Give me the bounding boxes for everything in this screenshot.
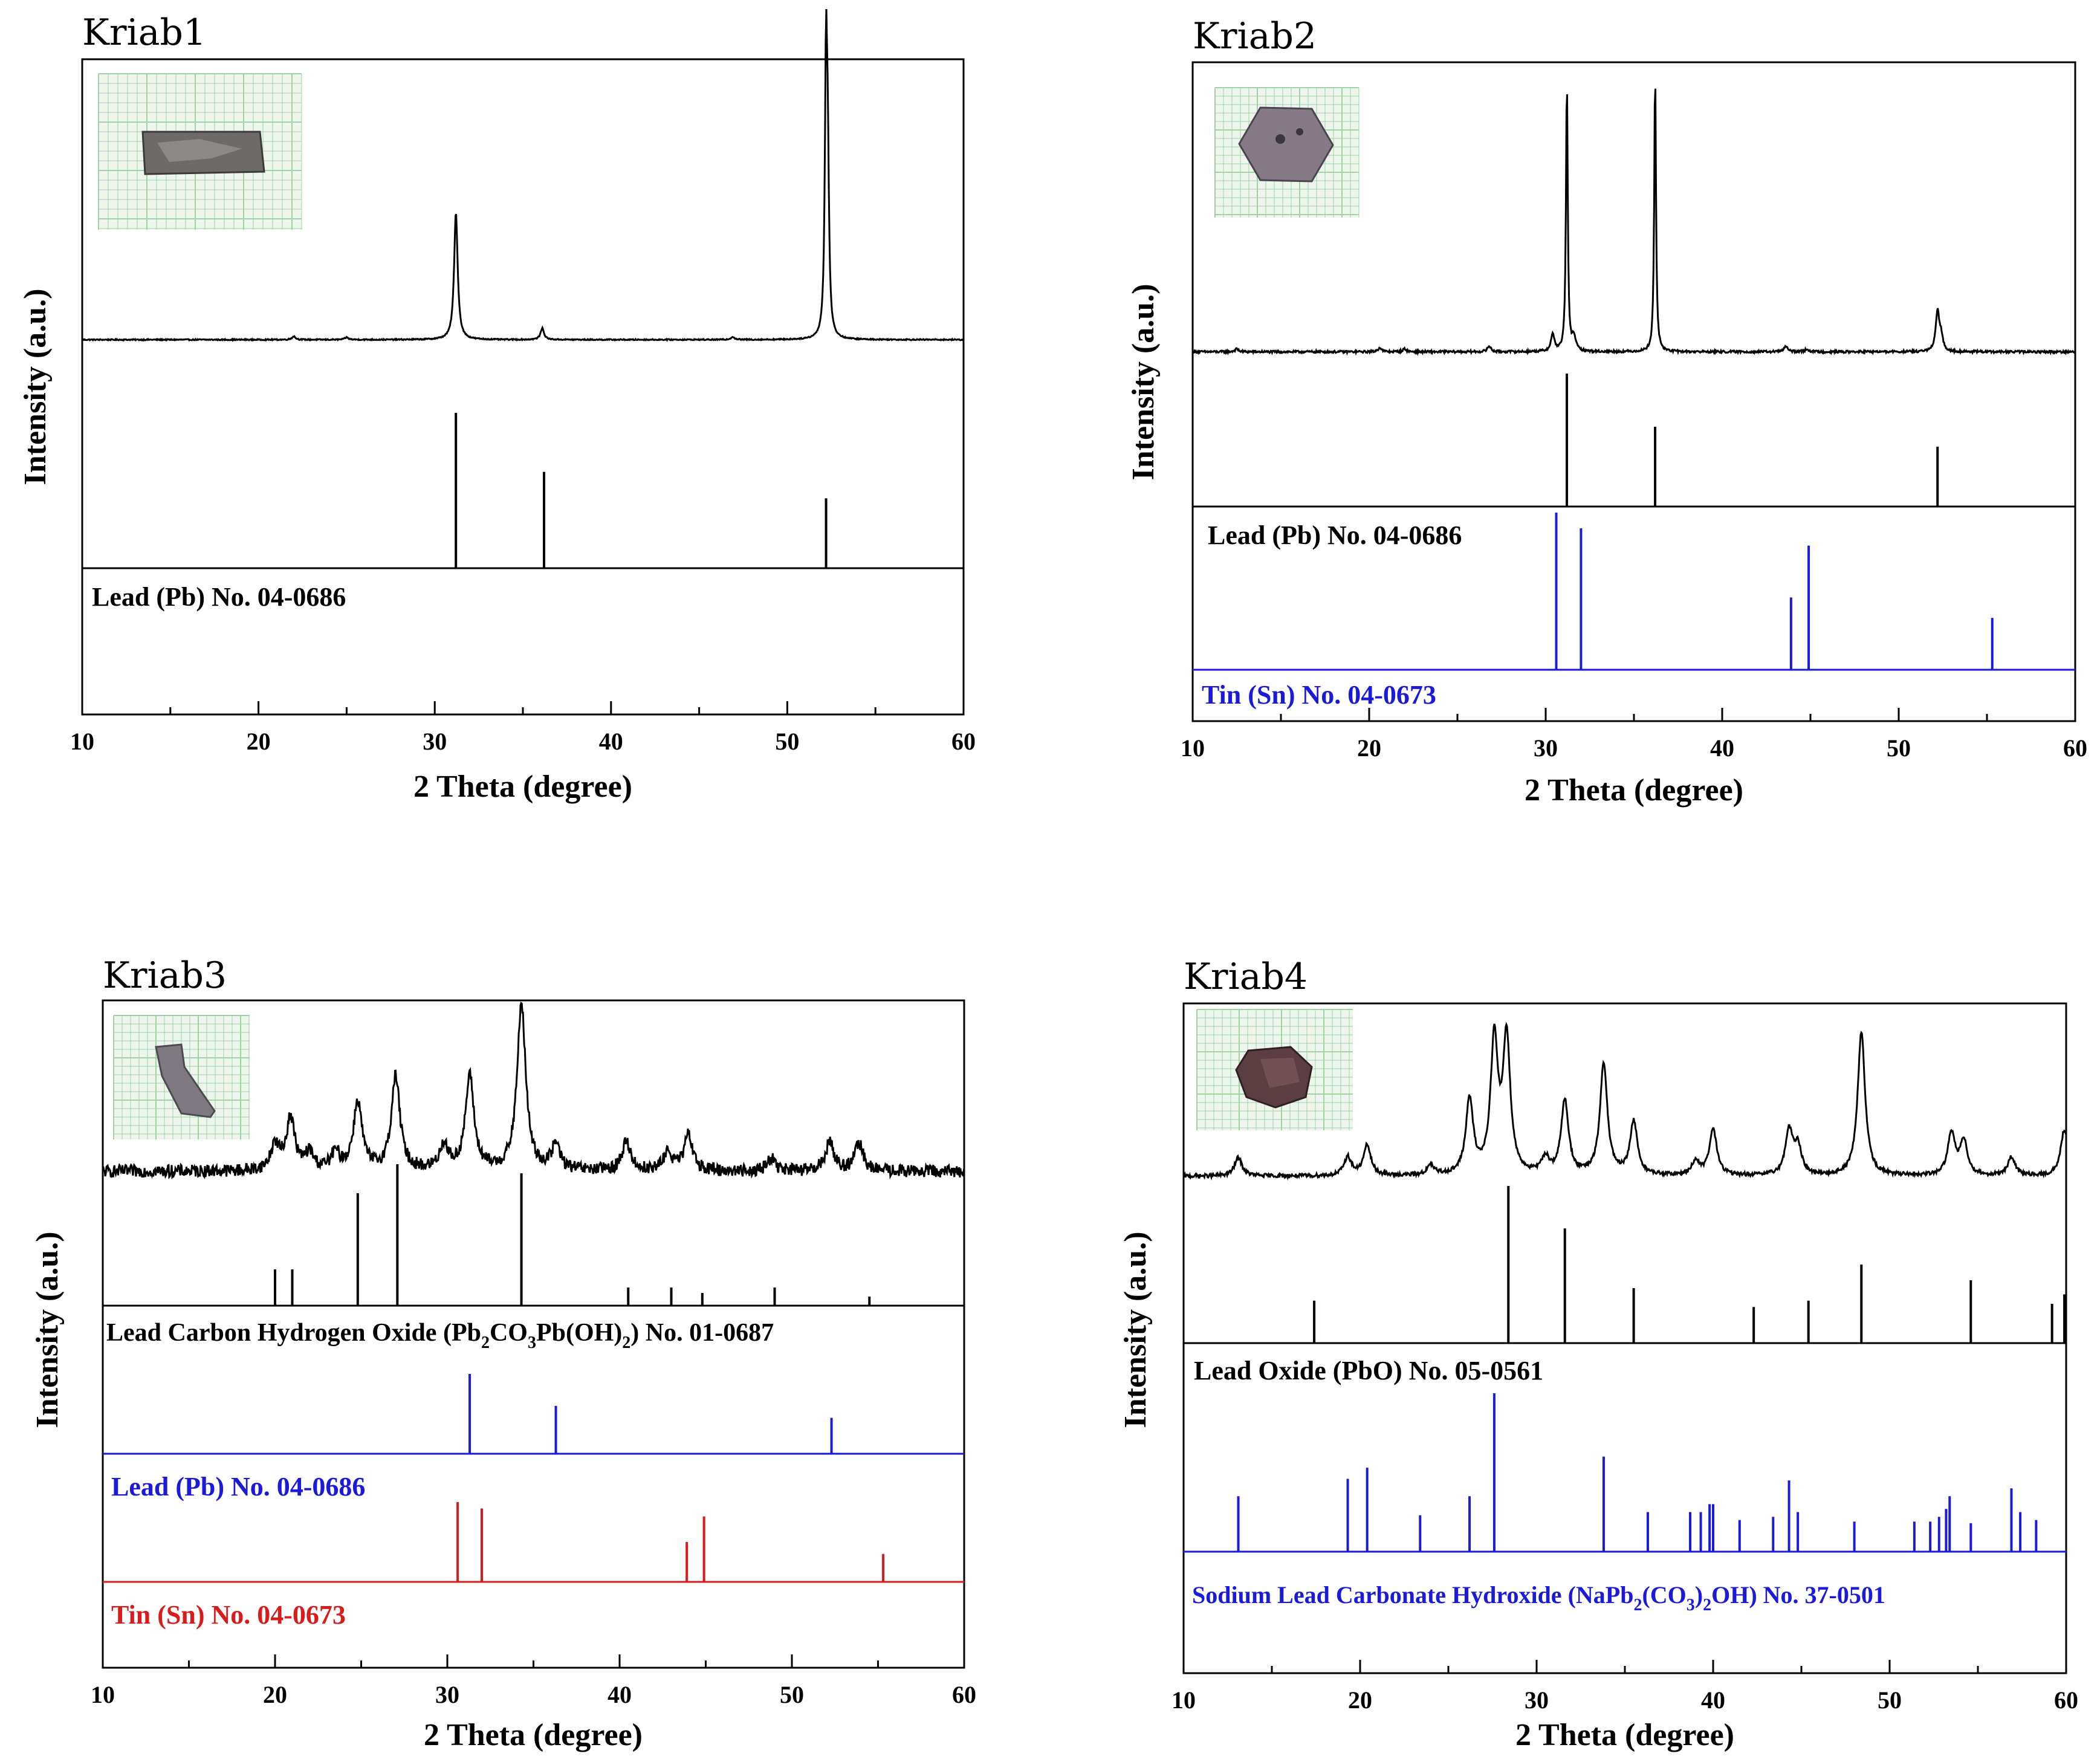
sample-photo — [1238, 106, 1334, 183]
sample-photo-inset — [1196, 1009, 1353, 1130]
sample-photo — [155, 1043, 216, 1118]
x-axis-label: 2 Theta (degree) — [424, 1718, 643, 1752]
x-tick-label: 10 — [1172, 1686, 1196, 1714]
x-tick-label: 50 — [1878, 1686, 1902, 1714]
x-tick-label: 40 — [1701, 1686, 1725, 1714]
panel-title: Kriab3 — [103, 954, 227, 997]
subscript: 3 — [528, 1333, 536, 1352]
sample-pit — [1296, 128, 1303, 135]
reference-label-pbo: Lead Oxide (PbO) No. 05-0561 — [1194, 1356, 1543, 1385]
sample-sheen — [157, 139, 242, 162]
x-tick-label: 60 — [951, 728, 976, 755]
reference-bars-pb — [468, 1374, 833, 1454]
reference-label-pb: Lead (Pb) No. 04-0686 — [1208, 520, 1462, 550]
x-axis: 10 20 30 40 50 60 — [1181, 708, 2087, 762]
panel-title: Kriab4 — [1184, 956, 1308, 998]
y-axis-label: Intensity (a.u.) — [18, 288, 53, 485]
subscript: 2 — [1633, 1596, 1642, 1615]
y-axis-label: Intensity (a.u.) — [1118, 1231, 1153, 1428]
x-tick-label: 30 — [423, 728, 447, 755]
label-segment: (CO — [1642, 1581, 1686, 1608]
subscript: 3 — [1687, 1596, 1695, 1615]
xrd-pattern — [81, 8, 964, 342]
label-segment: Pb(OH) — [536, 1319, 622, 1347]
x-tick-label: 50 — [775, 728, 799, 755]
sample-pit — [1275, 134, 1285, 144]
sample-photo-inset — [98, 73, 302, 230]
x-tick-label: 20 — [1357, 734, 1381, 762]
x-tick-label: 60 — [2063, 734, 2087, 762]
label-segment: OH) No. 37-0501 — [1711, 1581, 1885, 1608]
sample-photo-inset — [113, 1015, 250, 1139]
xrd-pattern — [1182, 1022, 2067, 1181]
x-tick-label: 20 — [1348, 1686, 1372, 1714]
reference-label-sn: Tin (Sn) No. 04-0673 — [1202, 680, 1436, 710]
x-tick-label: 10 — [70, 728, 94, 755]
x-tick-label: 50 — [1887, 734, 1911, 762]
subscript: 2 — [622, 1333, 630, 1352]
reference-label-pb2co3: Lead Carbon Hydrogen Oxide (Pb2CO3Pb(OH)… — [106, 1319, 774, 1352]
x-tick-label: 40 — [608, 1681, 632, 1708]
label-segment: ) No. 01-0687 — [630, 1319, 774, 1347]
label-segment: CO — [490, 1319, 528, 1347]
reference-bars-pbo — [1313, 1186, 2066, 1343]
y-axis-label: Intensity (a.u.) — [30, 1231, 65, 1428]
reference-bars-sn — [456, 1502, 885, 1582]
reference-label-sn: Tin (Sn) No. 04-0673 — [111, 1600, 346, 1630]
x-tick-label: 20 — [263, 1681, 287, 1708]
subscript: 2 — [481, 1333, 490, 1352]
x-axis: 10 20 30 40 50 60 — [91, 1654, 976, 1708]
subscript: 2 — [1703, 1596, 1711, 1615]
reference-label-pb: Lead (Pb) No. 04-0686 — [111, 1472, 365, 1501]
x-axis-label: 2 Theta (degree) — [413, 769, 632, 804]
panel-title: Kriab2 — [1193, 15, 1317, 57]
x-tick-label: 30 — [435, 1681, 459, 1708]
reference-bars-sn — [1555, 513, 1994, 670]
reference-bars-pb — [455, 413, 828, 568]
x-axis-label: 2 Theta (degree) — [1525, 773, 1743, 808]
panel-title: Kriab1 — [82, 11, 206, 54]
x-axis: 10 20 30 40 50 60 — [1172, 1660, 2078, 1714]
x-tick-label: 30 — [1534, 734, 1558, 762]
reference-bars-pb — [1566, 374, 1939, 507]
x-tick-label: 40 — [1710, 734, 1734, 762]
x-axis: 10 20 30 40 50 60 — [70, 701, 976, 755]
label-segment: ) — [1695, 1581, 1703, 1608]
x-tick-label: 30 — [1525, 1686, 1549, 1714]
x-tick-label: 40 — [599, 728, 623, 755]
reference-bars-pb2co3 — [274, 1164, 871, 1306]
reference-label-pb: Lead (Pb) No. 04-0686 — [92, 582, 346, 612]
sample-sheen — [1260, 1058, 1300, 1088]
xrd-pattern — [102, 1001, 965, 1180]
reference-bars-napb2co3 — [1237, 1393, 2038, 1552]
label-segment: Sodium Lead Carbonate Hydroxide (NaPb — [1192, 1581, 1633, 1608]
x-tick-label: 10 — [1181, 734, 1205, 762]
sample-photo-inset — [1214, 87, 1359, 218]
x-tick-label: 10 — [91, 1681, 115, 1708]
x-tick-label: 20 — [247, 728, 271, 755]
x-tick-label: 60 — [2054, 1686, 2078, 1714]
y-axis-label: Intensity (a.u.) — [1126, 283, 1161, 480]
reference-label-napb2co3: Sodium Lead Carbonate Hydroxide (NaPb2(C… — [1192, 1581, 1885, 1615]
xrd-pattern — [1191, 88, 2076, 357]
x-axis-label: 2 Theta (degree) — [1515, 1718, 1734, 1752]
label-segment: Lead Carbon Hydrogen Oxide (Pb — [106, 1319, 481, 1347]
x-tick-label: 50 — [780, 1681, 804, 1708]
x-tick-label: 60 — [952, 1681, 976, 1708]
